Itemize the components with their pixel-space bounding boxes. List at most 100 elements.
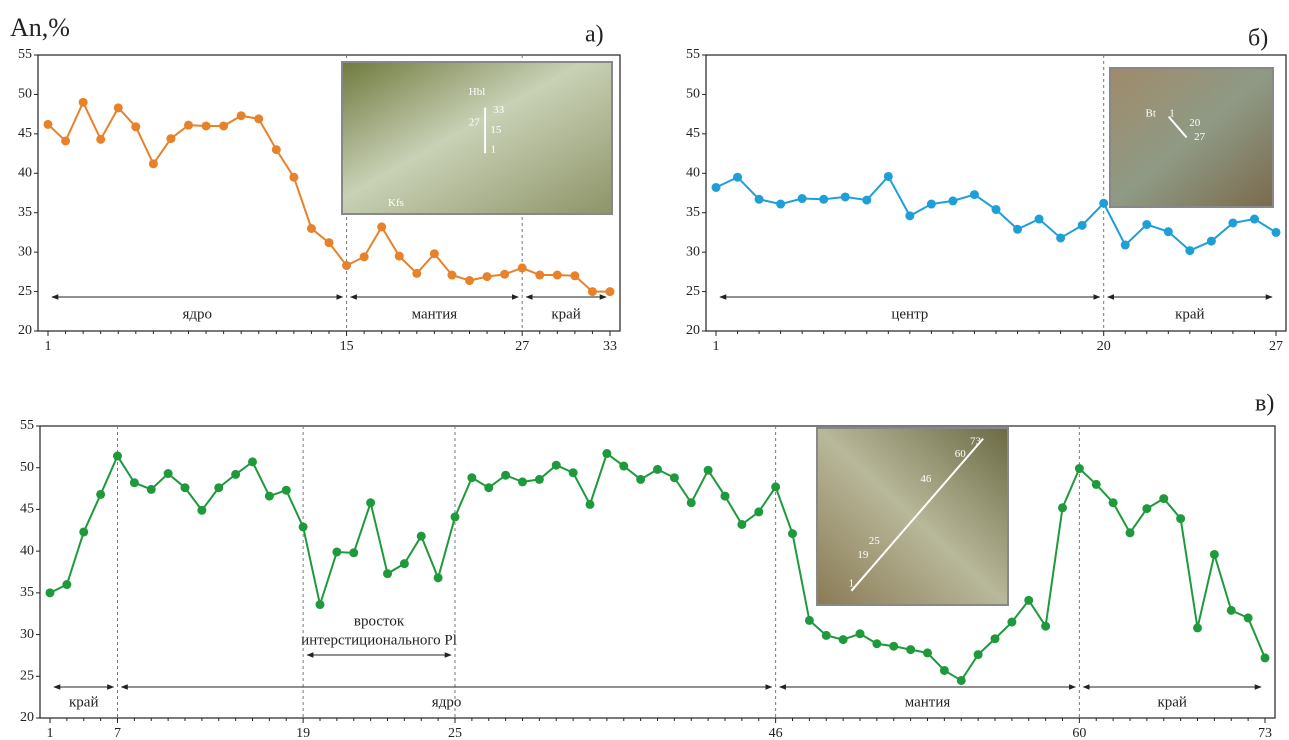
- data-point: [1142, 220, 1152, 230]
- data-point: [754, 507, 764, 517]
- y-axis-label: An,%: [10, 13, 70, 42]
- panel-label: в): [1255, 391, 1274, 417]
- data-point: [517, 263, 527, 273]
- data-point: [214, 483, 224, 493]
- data-point: [289, 172, 299, 182]
- x-tick-label: 15: [340, 339, 354, 354]
- data-point: [254, 114, 264, 124]
- y-tick-label: 20: [20, 710, 34, 725]
- zone-label: интерстиционального Pl: [301, 632, 457, 648]
- data-point: [619, 461, 629, 471]
- data-point: [1163, 227, 1173, 237]
- data-point: [166, 134, 176, 144]
- data-point: [447, 270, 457, 280]
- data-point: [1243, 613, 1253, 623]
- data-point: [180, 483, 190, 493]
- data-point: [231, 469, 241, 479]
- data-point: [467, 473, 477, 483]
- data-point: [129, 478, 139, 488]
- x-tick-label: 1: [47, 726, 54, 740]
- data-point: [939, 665, 949, 675]
- data-point: [465, 276, 474, 286]
- y-tick-label: 25: [686, 284, 700, 299]
- x-tick-label: 19: [296, 726, 310, 740]
- data-point: [819, 194, 829, 204]
- data-point: [686, 498, 696, 508]
- x-tick-label: 33: [603, 339, 617, 354]
- data-point: [1228, 218, 1238, 228]
- data-point: [703, 465, 713, 475]
- data-point: [754, 194, 764, 204]
- y-tick-label: 20: [686, 323, 700, 338]
- data-point: [62, 580, 72, 590]
- data-point: [1260, 653, 1270, 663]
- data-point: [264, 491, 274, 501]
- data-point: [366, 498, 376, 508]
- data-point: [1176, 514, 1186, 524]
- y-tick-label: 35: [18, 205, 32, 220]
- y-tick-label: 35: [686, 205, 700, 220]
- data-point: [383, 569, 392, 579]
- profile-line: [1167, 115, 1188, 139]
- data-point: [720, 491, 730, 501]
- data-point: [926, 199, 936, 209]
- data-point: [236, 111, 246, 121]
- data-point: [1007, 617, 1017, 627]
- y-tick-label: 35: [20, 585, 34, 600]
- x-tick-label: 1: [45, 339, 52, 354]
- inset-label: 1: [490, 144, 496, 156]
- data-point: [79, 527, 89, 537]
- y-tick-label: 50: [18, 87, 32, 102]
- y-tick-label: 55: [20, 418, 34, 433]
- data-point: [991, 205, 1001, 215]
- data-point: [840, 192, 850, 202]
- data-point: [394, 251, 404, 261]
- x-tick-label: 7: [114, 726, 121, 740]
- data-point: [1185, 246, 1195, 256]
- data-point: [534, 474, 544, 484]
- inset-label: 46: [920, 473, 932, 485]
- data-point: [281, 485, 291, 495]
- data-point: [733, 172, 743, 182]
- data-point: [113, 103, 123, 113]
- y-tick-label: 30: [18, 244, 32, 259]
- data-point: [653, 464, 662, 474]
- data-point: [605, 287, 615, 297]
- data-point: [1024, 595, 1034, 605]
- data-line: [49, 451, 1266, 682]
- inset-label: 1: [1169, 107, 1175, 119]
- data-point: [1206, 236, 1216, 246]
- data-point: [45, 588, 55, 598]
- data-point: [450, 512, 460, 522]
- zone-label: центр: [891, 306, 928, 322]
- profile-line: [850, 437, 984, 592]
- data-point: [201, 121, 211, 131]
- data-point: [1041, 621, 1051, 631]
- data-point: [889, 641, 899, 651]
- data-point: [855, 629, 865, 639]
- inset-label: Bt: [1146, 107, 1156, 119]
- data-point: [1056, 233, 1066, 243]
- x-tick-label: 20: [1097, 339, 1111, 354]
- data-point: [1013, 224, 1023, 234]
- data-point: [838, 635, 848, 645]
- data-point: [1226, 605, 1236, 615]
- data-point: [324, 238, 334, 248]
- data-point: [315, 600, 325, 610]
- inset-label: Kfs: [388, 197, 404, 209]
- data-point: [43, 119, 53, 129]
- y-tick-label: 55: [18, 47, 32, 62]
- data-point: [552, 270, 562, 280]
- data-point: [377, 222, 387, 232]
- zone-label: мантия: [412, 306, 458, 322]
- data-point: [906, 645, 916, 655]
- zone-label: ядро: [432, 694, 462, 710]
- inset-label: 27: [1194, 131, 1206, 143]
- x-tick-label: 46: [769, 726, 783, 740]
- data-point: [788, 529, 797, 539]
- inset-label: 1: [849, 577, 855, 589]
- zone-label: ядро: [183, 306, 213, 322]
- inset-label: 33: [493, 104, 505, 116]
- data-point: [568, 468, 578, 478]
